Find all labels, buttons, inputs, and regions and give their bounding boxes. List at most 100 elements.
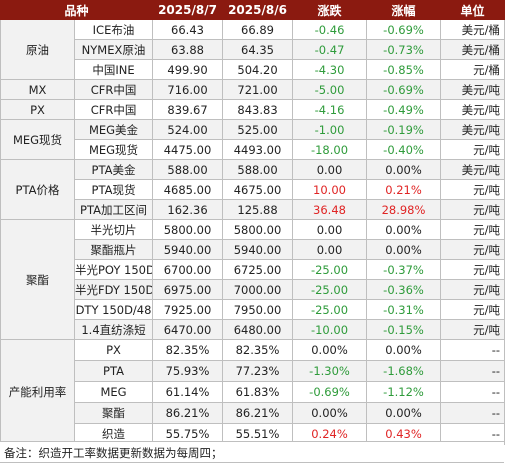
- change-cell: 0.00: [292, 219, 368, 240]
- value-date2-cell: 525.00: [222, 119, 294, 140]
- value-date2-cell: 5800.00: [222, 219, 294, 240]
- value-date2-cell: 721.00: [222, 79, 294, 100]
- change-cell: -1.00: [292, 119, 368, 140]
- value-date2-cell: 6480.00: [222, 319, 294, 340]
- table-row: PX CFR中国 839.67 843.83 -4.16 -0.49% 美元/吨: [0, 99, 505, 120]
- unit-cell: 元/吨: [440, 279, 505, 300]
- change-cell: -4.16: [292, 99, 368, 120]
- category-cell: 聚酯: [0, 219, 75, 340]
- unit-cell: --: [440, 339, 505, 361]
- pct-cell: -0.73%: [366, 39, 442, 60]
- item-cell: PTA美金: [73, 159, 154, 180]
- table-row: NYMEX原油 63.88 64.35 -0.47 -0.73% 美元/桶: [1, 39, 505, 60]
- value-date2-cell: 5940.00: [222, 239, 294, 260]
- item-cell: PTA现货: [73, 179, 154, 200]
- table-row: 聚酯 86.21% 86.21% 0.00% 0.00% --: [1, 402, 505, 424]
- pct-cell: 28.98%: [366, 199, 442, 220]
- value-date1-cell: 5940.00: [152, 239, 224, 260]
- value-date1-cell: 4475.00: [152, 139, 224, 160]
- change-cell: -0.69%: [292, 381, 368, 403]
- value-date2-cell: 588.00: [222, 159, 294, 180]
- pct-cell: -0.36%: [366, 279, 442, 300]
- table-row: PTA加工区间 162.36 125.88 36.48 28.98% 元/吨: [1, 199, 505, 220]
- pct-cell: -0.69%: [366, 79, 442, 100]
- price-table: 品种 2025/8/7 2025/8/6 涨跌 涨幅 单位 原油 ICE布油 66.…: [0, 0, 505, 445]
- value-date2-cell: 64.35: [222, 39, 294, 60]
- pct-cell: 0.43%: [366, 423, 442, 445]
- value-date2-cell: 7950.00: [222, 299, 294, 320]
- item-cell: MEG: [73, 381, 154, 403]
- change-cell: 0.00: [292, 159, 368, 180]
- value-date1-cell: 63.88: [152, 39, 224, 60]
- pct-cell: -0.15%: [366, 319, 442, 340]
- table-row: 聚酯瓶片 5940.00 5940.00 0.00 0.00% 元/吨: [1, 239, 505, 260]
- unit-cell: 美元/吨: [440, 99, 505, 120]
- pct-cell: -1.68%: [366, 360, 442, 382]
- item-cell: MEG现货: [73, 139, 154, 160]
- item-cell: 半光切片: [73, 219, 154, 240]
- unit-cell: 元/吨: [440, 179, 505, 200]
- table-row: MEG现货 MEG美金 524.00 525.00 -1.00 -0.19% 美元/吨: [0, 119, 505, 160]
- change-cell: 0.00%: [292, 339, 368, 361]
- value-date2-cell: 4675.00: [222, 179, 294, 200]
- value-date1-cell: 6470.00: [152, 319, 224, 340]
- header-unit: 单位: [440, 0, 505, 20]
- pct-cell: 0.00%: [366, 219, 442, 240]
- header-change: 涨跌: [292, 0, 368, 20]
- value-date1-cell: 839.67: [152, 99, 224, 120]
- unit-cell: 元/吨: [440, 219, 505, 240]
- value-date1-cell: 162.36: [152, 199, 224, 220]
- header-category: 品种: [0, 0, 154, 20]
- change-cell: -0.46: [292, 19, 368, 40]
- table-row: DTY 150D/48 7925.00 7950.00 -25.00 -0.31% 元/吨: [1, 299, 505, 320]
- pct-cell: -0.69%: [366, 19, 442, 40]
- item-cell: MEG美金: [73, 119, 154, 140]
- value-date1-cell: 66.43: [152, 19, 224, 40]
- unit-cell: 元/吨: [440, 239, 505, 260]
- value-date1-cell: 524.00: [152, 119, 224, 140]
- value-date1-cell: 55.75%: [152, 423, 224, 445]
- pct-cell: 0.21%: [366, 179, 442, 200]
- item-cell: PTA加工区间: [73, 199, 154, 220]
- value-date2-cell: 7000.00: [222, 279, 294, 300]
- table-row: PTA 75.93% 77.23% -1.30% -1.68% --: [1, 360, 505, 382]
- change-cell: -0.47: [292, 39, 368, 60]
- change-cell: -10.00: [292, 319, 368, 340]
- value-date2-cell: 77.23%: [222, 360, 294, 382]
- pct-cell: -0.49%: [366, 99, 442, 120]
- value-date2-cell: 86.21%: [222, 402, 294, 424]
- pct-cell: -0.19%: [366, 119, 442, 140]
- value-date2-cell: 61.83%: [222, 381, 294, 403]
- pct-cell: -0.37%: [366, 259, 442, 280]
- header-pct: 涨幅: [366, 0, 442, 20]
- table-row: 半光FDY 150D 6975.00 7000.00 -25.00 -0.36% 元/吨: [1, 279, 505, 300]
- value-date1-cell: 716.00: [152, 79, 224, 100]
- item-cell: PTA: [73, 360, 154, 382]
- value-date1-cell: 75.93%: [152, 360, 224, 382]
- table-row: 原油 ICE布油 66.43 66.89 -0.46 -0.69% 美元/桶: [0, 19, 505, 80]
- item-cell: 半光FDY 150D: [73, 279, 154, 300]
- change-cell: -1.30%: [292, 360, 368, 382]
- value-date2-cell: 82.35%: [222, 339, 294, 361]
- category-cell: PX: [0, 99, 75, 120]
- value-date1-cell: 7925.00: [152, 299, 224, 320]
- category-cell: 原油: [0, 19, 75, 80]
- value-date1-cell: 588.00: [152, 159, 224, 180]
- table-row: PTA现货 4685.00 4675.00 10.00 0.21% 元/吨: [1, 179, 505, 200]
- unit-cell: --: [440, 402, 505, 424]
- change-cell: 36.48: [292, 199, 368, 220]
- unit-cell: 元/吨: [440, 319, 505, 340]
- change-cell: -5.00: [292, 79, 368, 100]
- unit-cell: 美元/桶: [440, 19, 505, 40]
- item-cell: PX: [73, 339, 154, 361]
- item-cell: 织造: [73, 423, 154, 445]
- value-date1-cell: 5800.00: [152, 219, 224, 240]
- value-date2-cell: 6725.00: [222, 259, 294, 280]
- value-date2-cell: 504.20: [222, 59, 294, 80]
- item-cell: CFR中国: [73, 79, 154, 100]
- unit-cell: 美元/吨: [440, 119, 505, 140]
- item-cell: 1.4直纺涤短: [73, 319, 154, 340]
- value-date1-cell: 86.21%: [152, 402, 224, 424]
- pct-cell: 0.00%: [366, 159, 442, 180]
- unit-cell: 美元/桶: [440, 39, 505, 60]
